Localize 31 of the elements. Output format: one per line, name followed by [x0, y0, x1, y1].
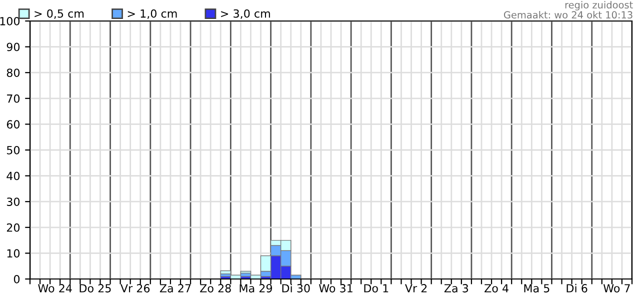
legend-label: > 0,5 cm: [34, 9, 84, 19]
y-tick-label: 100: [0, 16, 20, 26]
x-tick-label: Vr 2: [404, 284, 427, 292]
y-tick-label: 90: [6, 42, 20, 52]
legend-label: > 3,0 cm: [221, 9, 270, 19]
x-tick-label: Vr 26: [120, 284, 150, 292]
x-tick-label: Wo 7: [603, 284, 630, 292]
x-tick-label: Zo 4: [484, 284, 508, 292]
y-tick-label: 80: [6, 68, 20, 77]
y-tick-label: 10: [7, 249, 20, 258]
x-tick-label: Wo 31: [318, 284, 352, 292]
legend-label: > 1,0 cm: [128, 9, 177, 19]
x-tick-label: Ma 29: [240, 284, 272, 292]
y-tick-label: 0: [14, 274, 20, 284]
y-tick-label: 30: [6, 198, 20, 206]
text: Gemaakt: wo 24 okt 10:13: [504, 11, 632, 19]
x-tick-label: Za 3: [444, 284, 468, 292]
text: regio zuidoost: [565, 1, 633, 10]
y-tick-label: 70: [7, 94, 20, 103]
x-tick-label: Wo 24: [38, 284, 72, 292]
y-tick-label: 40: [6, 172, 20, 180]
x-tick-label: Ma 5: [524, 284, 550, 292]
x-tick-label: Do 1: [364, 284, 388, 292]
x-tick-label: Za 27: [160, 284, 191, 292]
y-tick-label: 60: [6, 120, 20, 129]
x-tick-label: Zo 28: [200, 284, 231, 292]
y-tick-label: 50: [6, 146, 20, 154]
x-tick-label: Di 6: [566, 284, 588, 292]
y-tick-label: 20: [6, 223, 20, 232]
x-tick-label: Do 25: [80, 284, 111, 292]
x-tick-label: Di 30: [282, 284, 310, 292]
